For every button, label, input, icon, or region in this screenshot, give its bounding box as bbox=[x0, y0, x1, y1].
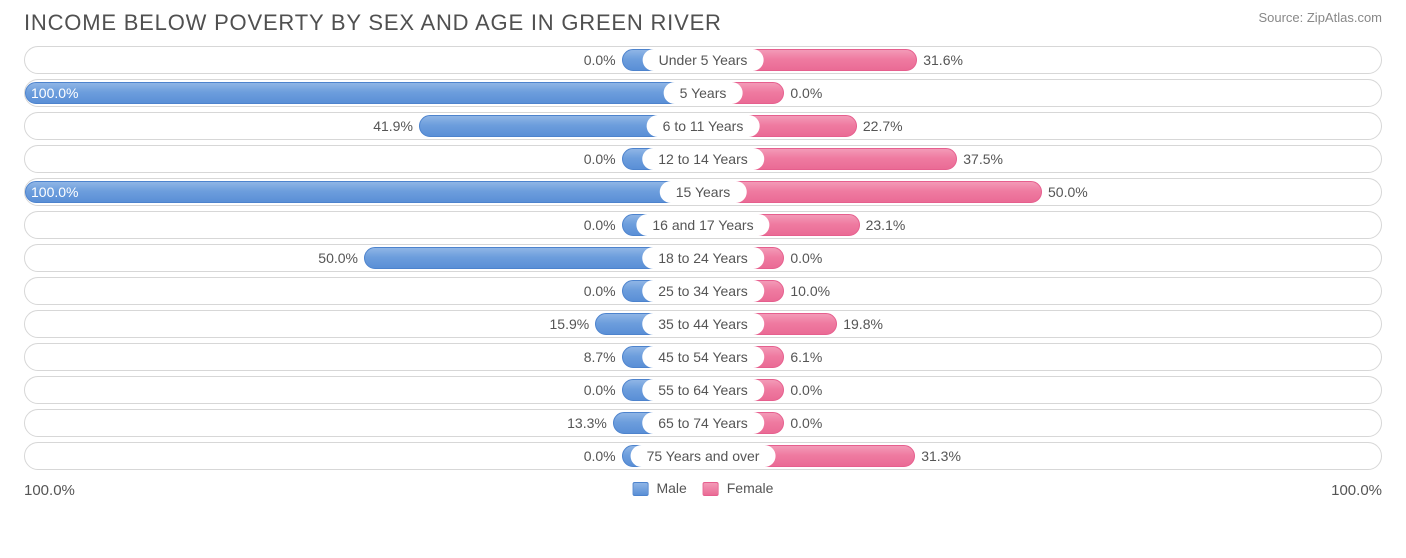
category-label: 18 to 24 Years bbox=[642, 247, 764, 269]
bar-row: 15.9% 19.8% 35 to 44 Years bbox=[24, 310, 1382, 338]
male-value-label: 8.7% bbox=[584, 349, 616, 365]
category-label: 5 Years bbox=[664, 82, 743, 104]
male-value-label: 15.9% bbox=[550, 316, 590, 332]
category-label: 16 and 17 Years bbox=[636, 214, 769, 236]
category-label: Under 5 Years bbox=[643, 49, 764, 71]
chart-container: INCOME BELOW POVERTY BY SEX AND AGE IN G… bbox=[0, 0, 1406, 558]
bar-row: 0.0% 23.1% 16 and 17 Years bbox=[24, 211, 1382, 239]
legend-female-label: Female bbox=[727, 480, 774, 496]
category-label: 15 Years bbox=[660, 181, 747, 203]
category-label: 25 to 34 Years bbox=[642, 280, 764, 302]
female-value-label: 23.1% bbox=[866, 217, 906, 233]
bar-row: 41.9% 22.7% 6 to 11 Years bbox=[24, 112, 1382, 140]
female-value-label: 22.7% bbox=[863, 118, 903, 134]
category-label: 65 to 74 Years bbox=[642, 412, 764, 434]
female-value-label: 19.8% bbox=[843, 316, 883, 332]
category-label: 75 Years and over bbox=[631, 445, 776, 467]
female-value-label: 31.3% bbox=[921, 448, 961, 464]
female-value-label: 6.1% bbox=[790, 349, 822, 365]
male-value-label: 50.0% bbox=[318, 250, 358, 266]
male-value-label: 100.0% bbox=[31, 85, 78, 101]
source-attribution: Source: ZipAtlas.com bbox=[1258, 10, 1382, 25]
legend-item-male: Male bbox=[633, 480, 687, 496]
male-bar bbox=[25, 82, 703, 104]
female-bar bbox=[703, 181, 1042, 203]
bar-row: 0.0% 10.0% 25 to 34 Years bbox=[24, 277, 1382, 305]
male-bar bbox=[25, 181, 703, 203]
category-label: 55 to 64 Years bbox=[642, 379, 764, 401]
legend-item-female: Female bbox=[703, 480, 774, 496]
axis-right-label: 100.0% bbox=[1331, 482, 1382, 499]
bar-row: 0.0% 31.3% 75 Years and over bbox=[24, 442, 1382, 470]
bar-row: 100.0% 0.0% 5 Years bbox=[24, 79, 1382, 107]
legend-male-label: Male bbox=[656, 480, 686, 496]
category-label: 6 to 11 Years bbox=[647, 115, 760, 137]
bar-row: 0.0% 0.0% 55 to 64 Years bbox=[24, 376, 1382, 404]
bar-row: 50.0% 0.0% 18 to 24 Years bbox=[24, 244, 1382, 272]
bar-row: 13.3% 0.0% 65 to 74 Years bbox=[24, 409, 1382, 437]
chart-footer: 100.0% Male Female 100.0% bbox=[24, 482, 1382, 510]
male-value-label: 13.3% bbox=[567, 415, 607, 431]
male-value-label: 0.0% bbox=[584, 151, 616, 167]
male-value-label: 0.0% bbox=[584, 217, 616, 233]
male-value-label: 100.0% bbox=[31, 184, 78, 200]
male-value-label: 0.0% bbox=[584, 52, 616, 68]
category-label: 45 to 54 Years bbox=[642, 346, 764, 368]
chart-title: INCOME BELOW POVERTY BY SEX AND AGE IN G… bbox=[24, 8, 1382, 42]
bar-row: 0.0% 37.5% 12 to 14 Years bbox=[24, 145, 1382, 173]
bar-rows: 0.0% 31.6% Under 5 Years 100.0% 0.0% 5 Years 4… bbox=[24, 46, 1382, 470]
legend: Male Female bbox=[633, 480, 774, 496]
category-label: 12 to 14 Years bbox=[642, 148, 764, 170]
female-value-label: 50.0% bbox=[1048, 184, 1088, 200]
female-value-label: 0.0% bbox=[790, 85, 822, 101]
female-value-label: 10.0% bbox=[790, 283, 830, 299]
male-value-label: 0.0% bbox=[584, 382, 616, 398]
female-value-label: 0.0% bbox=[790, 250, 822, 266]
bar-row: 8.7% 6.1% 45 to 54 Years bbox=[24, 343, 1382, 371]
female-value-label: 31.6% bbox=[923, 52, 963, 68]
bar-row: 100.0% 50.0% 15 Years bbox=[24, 178, 1382, 206]
female-value-label: 0.0% bbox=[790, 382, 822, 398]
axis-left-label: 100.0% bbox=[24, 482, 75, 499]
female-value-label: 0.0% bbox=[790, 415, 822, 431]
male-swatch-icon bbox=[633, 482, 649, 496]
female-value-label: 37.5% bbox=[963, 151, 1003, 167]
female-swatch-icon bbox=[703, 482, 719, 496]
bar-row: 0.0% 31.6% Under 5 Years bbox=[24, 46, 1382, 74]
male-value-label: 41.9% bbox=[373, 118, 413, 134]
male-value-label: 0.0% bbox=[584, 448, 616, 464]
category-label: 35 to 44 Years bbox=[642, 313, 764, 335]
male-value-label: 0.0% bbox=[584, 283, 616, 299]
